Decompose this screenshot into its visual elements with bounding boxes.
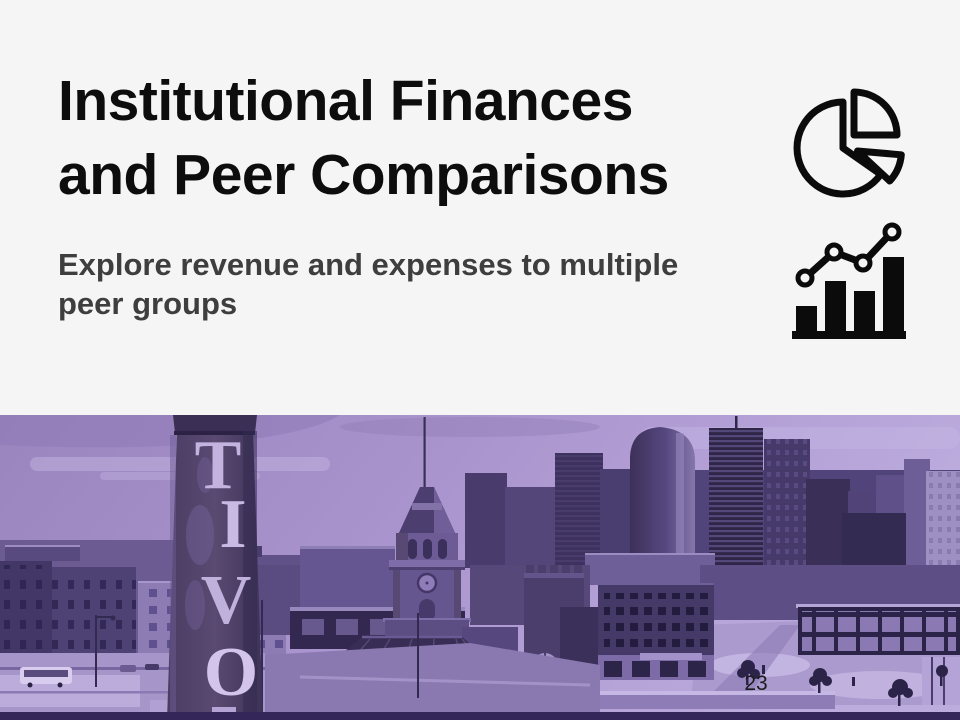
slide-subtitle: Explore revenue and expenses to multiple… <box>58 245 678 323</box>
photo-bottom-strip <box>0 712 960 720</box>
bar-chart-trend-icon <box>789 221 911 341</box>
smokestack-letter-v: V <box>201 562 252 639</box>
pie-chart-icon <box>790 84 912 204</box>
photo-tivoli-smokestack: T I V O <box>167 415 263 720</box>
title-line-1: Institutional Finances <box>58 69 633 133</box>
page-number: 23 <box>744 672 768 695</box>
cityscape-photo: T I V O 23 <box>0 415 960 720</box>
slide-title: Institutional Finances and Peer Comparis… <box>58 64 669 212</box>
photo-right-foreground <box>560 583 960 709</box>
smokestack-letter-o: O <box>204 634 258 711</box>
subtitle-line-2: peer groups <box>58 286 238 321</box>
smokestack-letter-i: I <box>219 486 246 563</box>
subtitle-line-1: Explore revenue and expenses to multiple <box>58 247 679 282</box>
title-line-2: and Peer Comparisons <box>58 143 669 207</box>
smokestack-letter-t: T <box>195 427 242 504</box>
photo-downtown-skyline <box>465 416 960 570</box>
